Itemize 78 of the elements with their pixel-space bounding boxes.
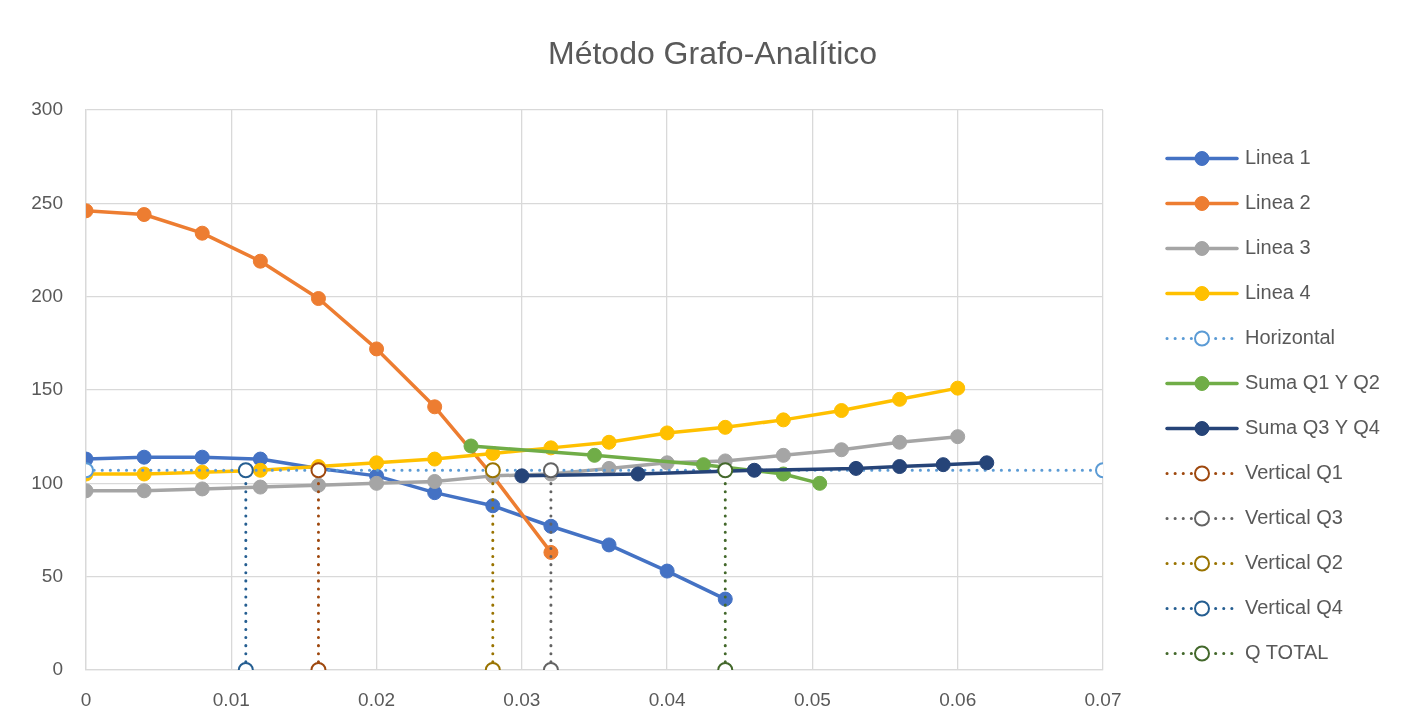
point [136, 207, 152, 223]
point [252, 479, 268, 495]
y-tick-label: 100 [31, 471, 63, 493]
legend-label: Linea 4 [1245, 281, 1311, 304]
point [194, 449, 210, 465]
point [833, 403, 849, 419]
legend-label: Linea 2 [1245, 191, 1311, 214]
legend-label: Suma Q1 Y Q2 [1245, 371, 1380, 394]
point [252, 253, 268, 269]
x-tick-label: 0 [80, 688, 92, 710]
point [542, 462, 559, 479]
point [484, 462, 501, 479]
y-tick-label: 250 [31, 191, 63, 213]
point [775, 447, 791, 463]
point [833, 442, 849, 458]
point [514, 468, 530, 484]
point [659, 563, 675, 579]
point [136, 483, 152, 499]
y-tick-label: 200 [31, 284, 63, 306]
point [935, 457, 951, 473]
point [463, 438, 479, 454]
legend-label: Suma Q3 Y Q4 [1245, 416, 1380, 439]
point [979, 455, 995, 471]
point [659, 425, 675, 441]
point [427, 451, 443, 467]
point [136, 449, 152, 465]
point [485, 498, 501, 514]
point [950, 429, 966, 445]
x-tick-label: 0.03 [503, 688, 541, 710]
point [369, 475, 385, 491]
point [848, 460, 864, 476]
y-tick-label: 0 [52, 658, 63, 680]
point [194, 225, 210, 241]
point [194, 481, 210, 497]
point [892, 391, 908, 407]
point [892, 434, 908, 450]
y-tick-label: 50 [41, 564, 63, 586]
point [717, 591, 733, 607]
point [717, 462, 734, 479]
point [543, 518, 559, 534]
x-tick-label: 0.07 [1084, 688, 1122, 710]
legend-label: Vertical Q4 [1245, 596, 1343, 619]
point [630, 466, 646, 482]
point [587, 447, 602, 463]
point [950, 380, 966, 396]
point [601, 434, 617, 450]
point [775, 412, 791, 428]
x-tick-label: 0.04 [648, 688, 687, 710]
point [310, 477, 326, 493]
point [427, 399, 443, 415]
point [194, 464, 210, 480]
point [717, 419, 733, 435]
point [746, 462, 762, 478]
x-tick-label: 0.05 [793, 688, 831, 710]
x-tick-label: 0.06 [939, 688, 977, 710]
y-tick-label: 150 [31, 378, 63, 400]
point [369, 455, 385, 471]
legend-label: Linea 3 [1245, 236, 1311, 259]
x-tick-label: 0.02 [358, 688, 396, 710]
point [601, 537, 617, 553]
point [237, 462, 254, 479]
legend-label: Horizontal [1245, 326, 1336, 349]
legend-label: Q TOTAL [1245, 641, 1329, 664]
point [369, 341, 385, 357]
x-tick-label: 0.01 [212, 688, 250, 710]
point [427, 473, 443, 489]
point [136, 466, 152, 482]
point [812, 475, 828, 491]
point [892, 459, 908, 475]
chart-title: Método Grafo-Analítico [547, 35, 878, 72]
point [695, 457, 711, 473]
point [310, 291, 326, 307]
point [543, 544, 559, 560]
legend-label: Linea 1 [1245, 146, 1311, 169]
legend-label: Vertical Q3 [1245, 506, 1343, 529]
y-tick-label: 300 [31, 98, 63, 120]
legend-label: Vertical Q2 [1245, 551, 1343, 574]
legend-label: Vertical Q1 [1245, 461, 1343, 484]
